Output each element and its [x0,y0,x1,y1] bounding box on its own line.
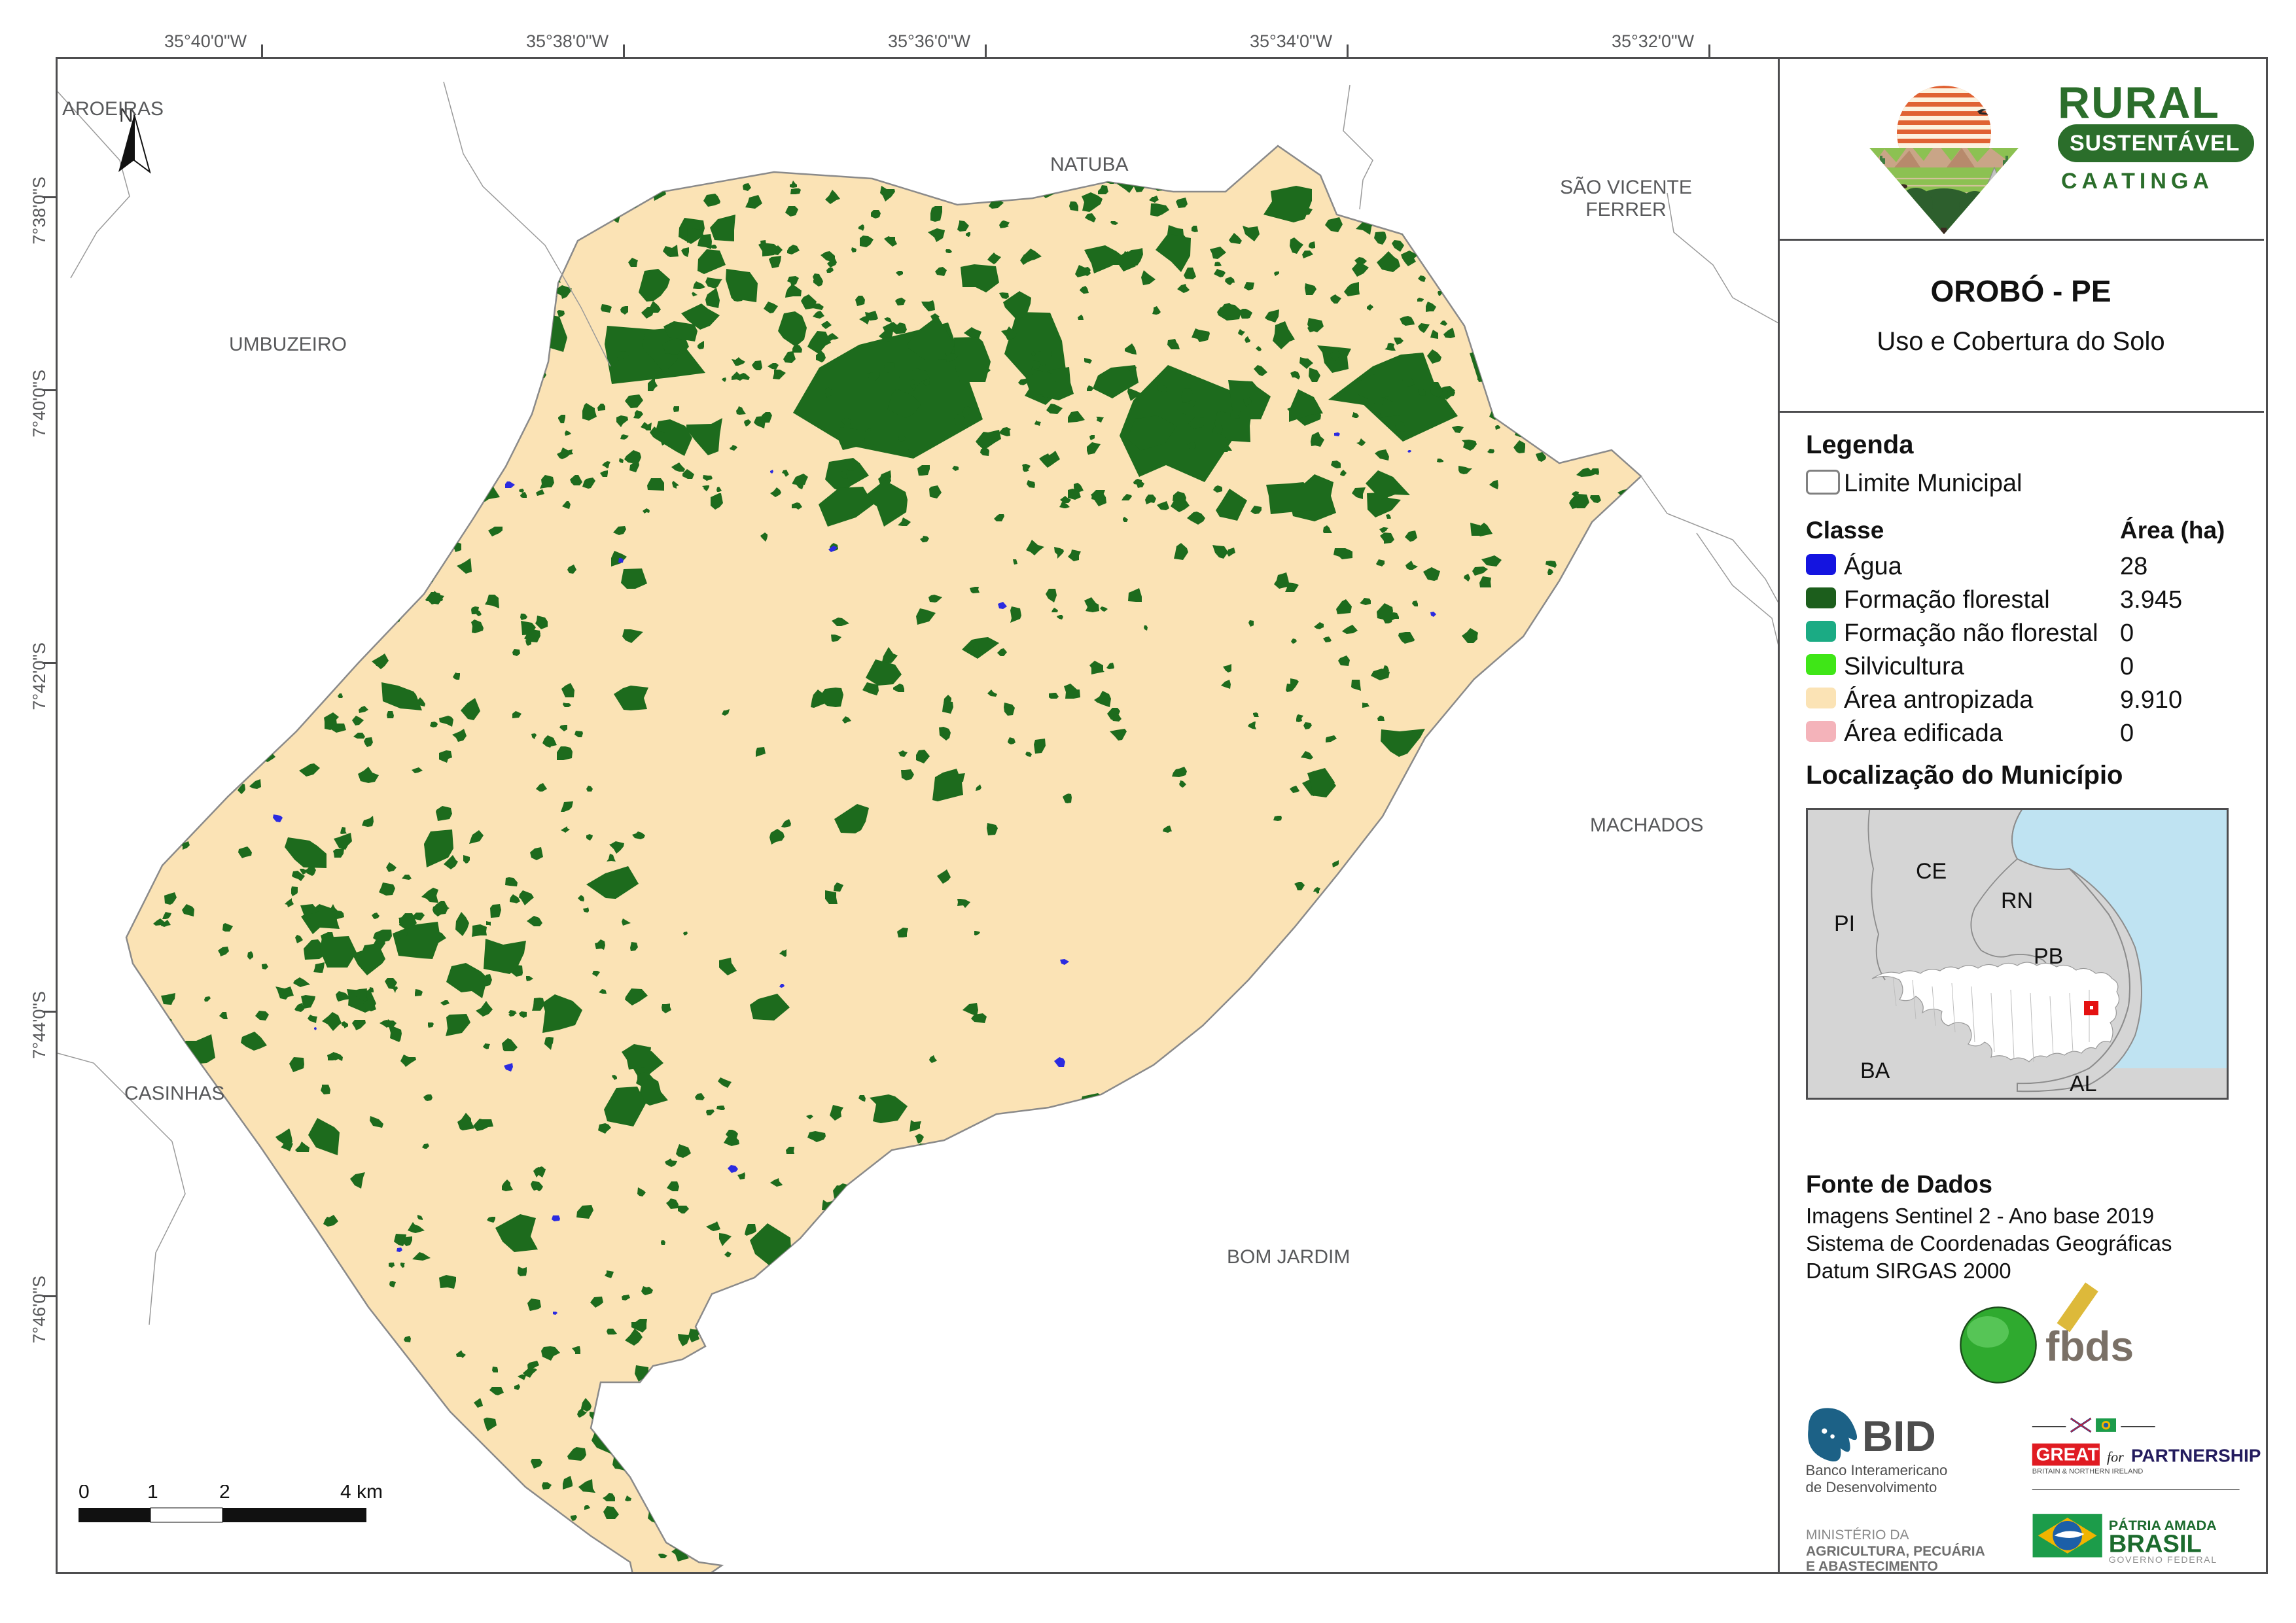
svg-text:BA: BA [1860,1058,1890,1083]
svg-text:BRITAIN & NORTHERN IRELAND: BRITAIN & NORTHERN IRELAND [2032,1467,2144,1475]
svg-text:2: 2 [219,1485,230,1503]
svg-text:GOVERNO FEDERAL: GOVERNO FEDERAL [2109,1554,2217,1565]
svg-text:AL: AL [2070,1072,2097,1096]
svg-text:fbds: fbds [2045,1323,2134,1370]
svg-text:PARTNERSHIP: PARTNERSHIP [2131,1446,2261,1466]
svg-text:de Desenvolvimento: de Desenvolvimento [1806,1479,1937,1495]
svg-text:PI: PI [1834,911,1855,936]
svg-text:PB: PB [2034,944,2063,969]
svg-text:for: for [2107,1449,2124,1465]
svg-text:4 km: 4 km [340,1485,383,1503]
svg-text:0: 0 [79,1485,90,1503]
svg-text:BRASIL: BRASIL [2109,1529,2202,1558]
svg-text:BID: BID [1862,1412,1936,1460]
svg-text:GREAT: GREAT [2036,1444,2099,1464]
svg-text:Banco Interamericano: Banco Interamericano [1806,1462,1948,1478]
svg-text:CE: CE [1916,859,1947,884]
svg-text:1: 1 [147,1485,158,1503]
svg-text:RN: RN [2001,888,2033,913]
